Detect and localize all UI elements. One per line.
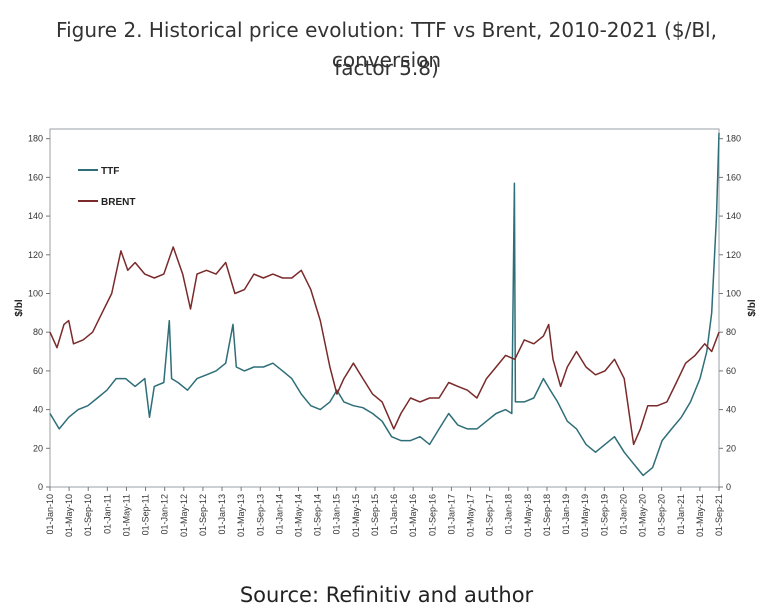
x-tick-label: 01-Jan-15 bbox=[332, 494, 342, 535]
source-note: Source: Refinitiv and author bbox=[239, 583, 534, 607]
y-tick-label-right: 60 bbox=[726, 366, 736, 376]
y-axis-label-left: $/bl bbox=[14, 299, 25, 316]
chart-legend: TTF BRENT bbox=[78, 166, 135, 208]
x-tick-label: 01-May-11 bbox=[121, 494, 131, 536]
y-axis-label-right: $/bl bbox=[747, 299, 758, 316]
figure-caption-line-2: factor 5.8) bbox=[334, 56, 439, 80]
x-tick-label: 01-Jan-16 bbox=[389, 494, 399, 535]
x-tick-label: 01-Jan-17 bbox=[446, 494, 456, 535]
x-tick-label: 01-Sep-13 bbox=[255, 494, 265, 536]
x-tick-label: 01-Jan-12 bbox=[160, 494, 170, 535]
y-tick-label-right: 120 bbox=[726, 250, 741, 260]
x-tick-label: 01-Jan-13 bbox=[217, 494, 227, 535]
y-tick-label-left: 60 bbox=[33, 366, 43, 376]
x-tick-label: 01-May-20 bbox=[638, 494, 648, 537]
y-tick-label-left: 140 bbox=[28, 211, 43, 221]
x-tick-label: 01-May-12 bbox=[179, 494, 189, 537]
y-tick-label-left: 80 bbox=[33, 327, 43, 337]
chart-series bbox=[49, 132, 720, 477]
y-tick-label-left: 120 bbox=[28, 250, 43, 260]
x-tick-label: 01-May-15 bbox=[351, 494, 361, 537]
x-tick-label: 01-Sep-21 bbox=[714, 494, 724, 536]
y-tick-label-left: 160 bbox=[28, 172, 43, 182]
plot-frame bbox=[49, 128, 720, 488]
x-tick-label: 01-Sep-17 bbox=[485, 494, 495, 536]
figure-caption-line-1: Figure 2. Historical price evolution: TT… bbox=[56, 18, 717, 72]
x-tick-label: 01-Jan-14 bbox=[274, 494, 284, 535]
x-tick-label: 01-Jan-18 bbox=[504, 494, 514, 535]
x-tick-label: 01-Sep-15 bbox=[370, 494, 380, 536]
x-tick-label: 01-Sep-18 bbox=[542, 494, 552, 536]
x-tick-label: 01-May-19 bbox=[580, 494, 590, 537]
x-tick-label: 01-Jan-11 bbox=[102, 494, 112, 534]
x-tick-label: 01-May-14 bbox=[293, 494, 303, 537]
x-tick-label: 01-Sep-20 bbox=[657, 494, 667, 536]
y-tick-label-left: 20 bbox=[33, 443, 43, 453]
x-tick-label: 01-Sep-16 bbox=[427, 494, 437, 536]
y-tick-label-left: 0 bbox=[38, 482, 43, 492]
x-tick-label: 01-Sep-19 bbox=[599, 494, 609, 536]
chart-axes: 0 0 20 20 40 40 60 60 80 80 100 100 120 120 140 140 160 1… bbox=[14, 128, 758, 537]
y-tick-label-right: 20 bbox=[726, 443, 736, 453]
y-tick-label-right: 0 bbox=[726, 482, 731, 492]
y-tick-label-left: 180 bbox=[28, 134, 43, 144]
legend-label-ttf: TTF bbox=[101, 166, 119, 177]
y-tick-label-right: 140 bbox=[726, 211, 741, 221]
y-tick-label-left: 40 bbox=[33, 405, 43, 415]
x-tick-label: 01-Sep-14 bbox=[313, 494, 323, 536]
x-tick-label: 01-May-17 bbox=[466, 494, 476, 537]
series-line-ttf bbox=[49, 132, 720, 477]
x-tick-label: 01-May-18 bbox=[523, 494, 533, 537]
y-tick-label-right: 100 bbox=[726, 288, 741, 298]
y-tick-label-right: 80 bbox=[726, 327, 736, 337]
y-tick-label-right: 180 bbox=[726, 134, 741, 144]
y-tick-label-right: 40 bbox=[726, 405, 736, 415]
y-tick-label-left: 100 bbox=[28, 288, 43, 298]
y-tick-label-right: 160 bbox=[726, 172, 741, 182]
x-tick-label: 01-Jan-10 bbox=[45, 494, 55, 535]
x-tick-label: 01-Sep-10 bbox=[83, 494, 93, 536]
x-tick-label: 01-Sep-12 bbox=[198, 494, 208, 536]
x-tick-label: 01-Sep-11 bbox=[141, 494, 151, 535]
legend-label-brent: BRENT bbox=[101, 197, 135, 208]
x-tick-label: 01-May-21 bbox=[695, 494, 705, 537]
series-line-brent bbox=[49, 246, 720, 446]
x-tick-label: 01-May-16 bbox=[408, 494, 418, 537]
x-tick-label: 01-Jan-20 bbox=[618, 494, 628, 535]
x-tick-label: 01-Jan-21 bbox=[676, 494, 686, 535]
x-tick-label: 01-May-13 bbox=[236, 494, 246, 537]
x-tick-label: 01-Jan-19 bbox=[561, 494, 571, 535]
x-tick-label: 01-May-10 bbox=[64, 494, 74, 537]
